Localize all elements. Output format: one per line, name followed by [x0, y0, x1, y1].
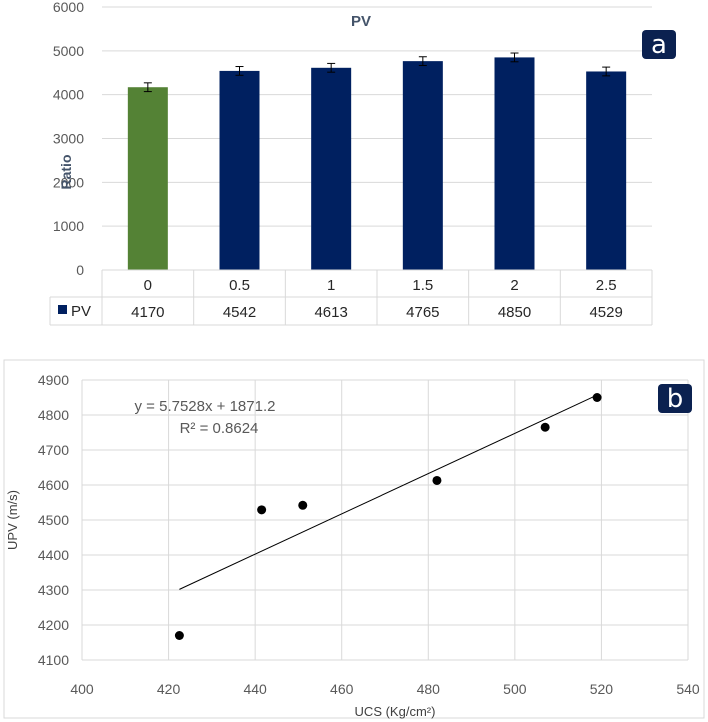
a-x-category-label: 2.5: [596, 277, 617, 294]
b-y-tick-label: 4200: [38, 617, 69, 633]
a-bar: [127, 87, 168, 270]
b-y-tick-label: 4300: [38, 582, 69, 598]
a-y-tick-labels: 0 1000 2000 3000 4000 5000 6000: [53, 0, 84, 278]
b-trend-equation: y = 5.7528x + 1871.2: [135, 398, 276, 415]
a-y-tick-label: 5000: [53, 43, 84, 59]
a-y-tick-label: 2000: [53, 174, 84, 190]
a-chart-title: PV: [351, 13, 371, 30]
a-legend-key: [58, 305, 67, 314]
a-data-label: 4613: [314, 304, 347, 321]
a-data-label: 4850: [498, 304, 531, 321]
b-x-tick-label: 400: [70, 681, 94, 697]
a-bar: [219, 70, 260, 270]
b-trend-r2: R² = 0.8624: [180, 420, 259, 437]
a-x-category-label: 0.5: [229, 277, 250, 294]
a-y-tick-label: 3000: [53, 131, 84, 147]
a-bar: [402, 61, 443, 270]
a-badge-label: a: [651, 30, 667, 60]
b-data-point: [432, 475, 442, 485]
a-y-tick-label: 6000: [53, 0, 84, 15]
b-x-tick-label: 420: [157, 681, 181, 697]
b-trendline: [179, 394, 598, 590]
a-error-bar: [418, 56, 427, 67]
a-data-label: 4542: [223, 304, 256, 321]
a-data-label: 4765: [406, 304, 439, 321]
a-error-bar: [510, 52, 519, 63]
a-bar: [311, 67, 352, 270]
b-x-tick-label: 460: [330, 681, 354, 697]
a-bar: [586, 71, 627, 270]
a-error-bar: [602, 66, 611, 77]
a-y-tick-label: 4000: [53, 87, 84, 103]
panel-a-badge: a: [642, 30, 676, 60]
b-y-axis-title: UPV (m/s): [5, 490, 20, 550]
a-error-bar: [143, 82, 152, 93]
a-bar: [494, 57, 535, 271]
b-y-tick-label: 4800: [38, 407, 69, 423]
a-x-category-label: 0: [144, 277, 152, 294]
a-x-category-label: 1.5: [412, 277, 433, 294]
a-y-axis-title: Ratio: [58, 155, 74, 190]
b-data-point: [174, 631, 184, 640]
b-y-tick-label: 4900: [38, 372, 69, 388]
panel-a: 0 1000 2000 3000 4000 5000 6000 PV Ratio 0 0.5 1…: [49, 0, 676, 326]
b-chart-area-border: [3, 359, 705, 719]
b-y-tick-label: 4100: [38, 652, 69, 668]
a-data-label: 4170: [131, 304, 164, 321]
b-x-tick-label: 440: [243, 681, 267, 697]
b-y-tick-label: 4500: [38, 512, 69, 528]
a-error-bars: [143, 52, 611, 93]
b-x-tick-label: 520: [590, 681, 614, 697]
panel-b-badge: b: [658, 384, 692, 414]
b-y-tick-label: 4700: [38, 442, 69, 458]
a-legend-series-name: PV: [71, 303, 91, 320]
a-x-category-label: 2: [510, 277, 518, 294]
a-data-label: 4529: [589, 304, 622, 321]
b-y-tick-label: 4600: [38, 477, 69, 493]
b-y-tick-labels: 4100 4200 4300 4400 4500 4600 4700 4800 4900: [38, 372, 69, 668]
b-badge-box: [658, 384, 692, 413]
b-data-point: [298, 500, 308, 510]
b-points: [174, 393, 602, 640]
a-x-category-label: 1: [327, 277, 335, 294]
b-badge-label: b: [667, 384, 684, 414]
a-error-bar: [235, 66, 244, 76]
b-x-tick-labels: 400 420 440 460 480 500 520 540: [70, 681, 700, 697]
a-y-tick-label: 0: [76, 262, 84, 278]
b-data-point: [540, 422, 550, 432]
b-data-point: [592, 393, 602, 402]
a-data-table: 0 0.5 1 1.5 2 2.5 4170 4542 4613 4765 4850 4529 PV: [49, 269, 653, 326]
a-gridlines: [102, 6, 652, 227]
b-data-point: [257, 505, 267, 515]
a-bars: [127, 57, 627, 271]
b-x-tick-label: 500: [503, 681, 527, 697]
a-y-tick-label: 1000: [53, 218, 84, 234]
b-y-tick-label: 4400: [38, 547, 69, 563]
panel-b: 4100 4200 4300 4400 4500 4600 4700 4800 4900 400…: [3, 359, 705, 719]
b-x-tick-label: 540: [676, 681, 700, 697]
a-error-bar: [327, 62, 336, 73]
b-x-axis-title: UCS (Kg/cm²): [355, 704, 436, 719]
b-x-tick-label: 480: [417, 681, 441, 697]
b-gridlines: [81, 379, 689, 661]
a-badge-box: [642, 30, 676, 59]
